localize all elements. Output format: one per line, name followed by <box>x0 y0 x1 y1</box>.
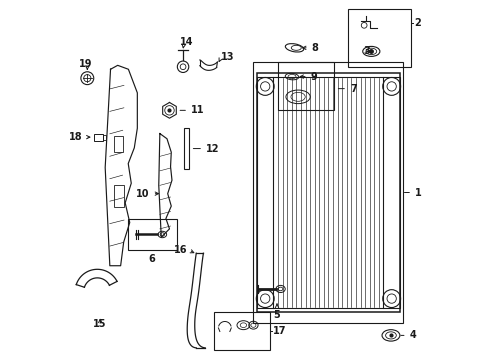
Bar <box>278 62 333 111</box>
Text: 7: 7 <box>338 84 356 94</box>
Bar <box>253 62 403 323</box>
Text: 5: 5 <box>273 304 280 320</box>
Text: 6: 6 <box>148 253 155 264</box>
Text: 12: 12 <box>193 144 219 154</box>
Bar <box>114 185 124 207</box>
Bar <box>214 312 269 350</box>
Text: 1: 1 <box>404 188 421 198</box>
Text: 16: 16 <box>174 245 187 255</box>
Text: 13: 13 <box>220 52 234 62</box>
Text: 14: 14 <box>180 37 193 47</box>
Text: 9: 9 <box>300 72 317 82</box>
Text: 10: 10 <box>136 189 158 199</box>
Text: 15: 15 <box>93 319 107 329</box>
Text: 11: 11 <box>180 105 204 115</box>
Bar <box>94 134 103 141</box>
Text: 2: 2 <box>413 18 420 28</box>
Text: 19: 19 <box>79 59 92 69</box>
Text: 17: 17 <box>272 326 286 336</box>
Bar <box>114 136 123 152</box>
Bar <box>257 77 273 308</box>
Bar <box>347 9 410 67</box>
Bar <box>383 77 399 308</box>
Bar <box>128 219 176 249</box>
Bar <box>257 73 399 312</box>
Text: 4: 4 <box>400 330 415 341</box>
Text: 8: 8 <box>302 43 318 53</box>
Text: 18: 18 <box>68 132 90 142</box>
Text: 3: 3 <box>363 46 370 57</box>
Bar <box>102 135 106 140</box>
Bar <box>183 128 188 169</box>
